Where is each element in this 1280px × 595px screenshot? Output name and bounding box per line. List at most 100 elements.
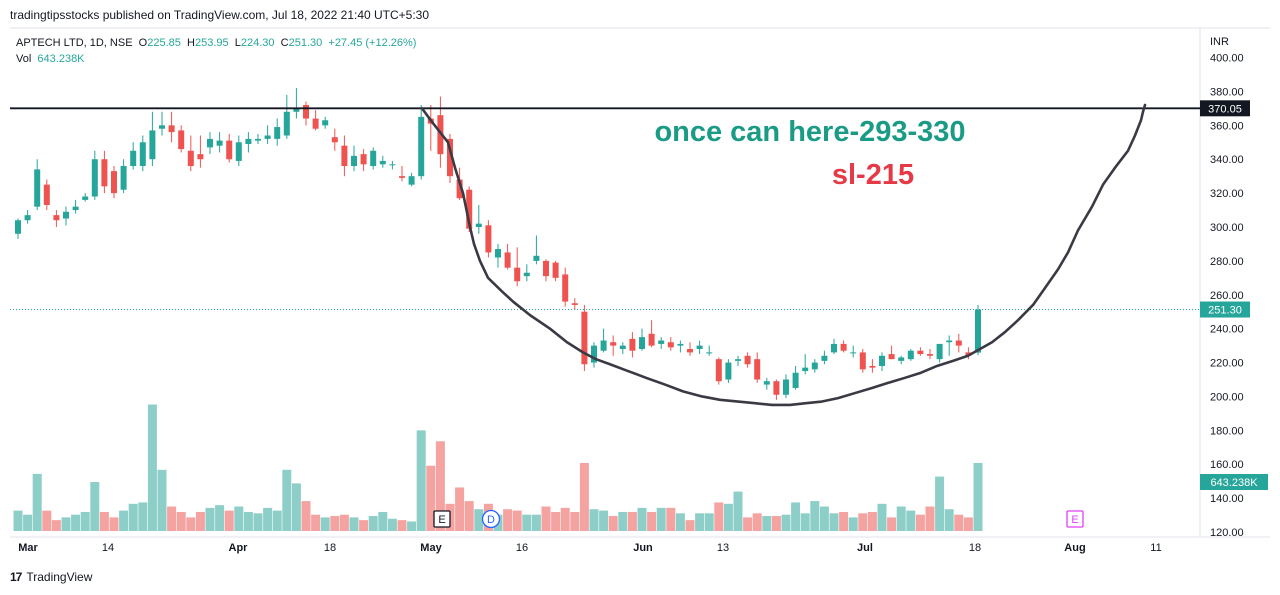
volume-bar: [589, 509, 599, 531]
candle-body: [475, 223, 482, 228]
candle-body: [379, 160, 386, 165]
x-tick-label: 14: [102, 542, 114, 554]
y-tick-label: 180.00: [1210, 425, 1244, 437]
candle-body: [216, 140, 223, 146]
volume-bar: [819, 506, 829, 531]
volume-bar: [839, 511, 849, 531]
candle-body: [802, 367, 809, 372]
volume-bar: [368, 516, 378, 531]
x-tick-label: Jun: [633, 542, 653, 554]
candle-body: [139, 142, 146, 167]
volume-bar: [915, 514, 925, 531]
candle-body: [149, 130, 156, 160]
volume-bar: [503, 509, 513, 531]
volume-bar: [349, 517, 359, 531]
volume-bar: [800, 513, 810, 531]
candle-body: [168, 125, 175, 133]
candle-body: [543, 260, 549, 277]
candle-body: [725, 362, 732, 380]
volume-bar: [867, 511, 877, 531]
volume-bar: [608, 516, 618, 531]
close-label: C: [280, 37, 289, 49]
volume-bar: [416, 430, 426, 531]
volume-badge-label: 643.238K: [1210, 477, 1258, 489]
candles: [15, 88, 981, 400]
volume-bar: [71, 514, 81, 531]
volume-bar: [618, 511, 628, 531]
candle-body: [24, 215, 31, 221]
volume-bar: [435, 441, 445, 531]
candle-body: [706, 352, 713, 354]
candle-body: [773, 381, 780, 395]
volume-bar: [234, 506, 244, 531]
candle-body: [898, 357, 905, 361]
volume-bar: [253, 513, 263, 531]
candle-body: [15, 220, 21, 234]
candle-body: [447, 138, 453, 177]
tradingview-logo-icon: 17: [10, 570, 22, 584]
change-value: +27.45 (+12.26%): [328, 37, 417, 49]
target-annotation: once can here-293-330: [654, 116, 965, 148]
y-tick-label: 140.00: [1210, 493, 1244, 505]
candle-body: [955, 340, 962, 346]
volume-bar: [714, 502, 724, 531]
volume-bar: [723, 503, 733, 531]
volume-bar: [330, 516, 340, 531]
x-tick-label: 13: [717, 542, 729, 554]
candle-body: [303, 105, 309, 119]
low-value: 224.30: [240, 37, 275, 49]
volume-bar: [51, 520, 61, 531]
volume-bar: [925, 506, 935, 531]
volume-bar: [282, 469, 292, 531]
volume-bar: [944, 509, 954, 531]
symbol-name: APTECH LTD, 1D, NSE: [16, 37, 133, 49]
volume-bar: [752, 513, 762, 531]
volume-bar: [263, 507, 273, 531]
candle-body: [571, 303, 578, 305]
volume-bar: [272, 510, 282, 531]
volume-bar: [560, 507, 570, 531]
volume-bar: [906, 510, 916, 531]
candle-body: [888, 354, 895, 360]
volume-bar: [570, 511, 580, 531]
candle-body: [418, 116, 425, 177]
candle-body: [91, 159, 98, 197]
volume-bar: [167, 506, 177, 531]
volume-bar: [896, 506, 906, 531]
candle-body: [696, 345, 703, 350]
volume-bar: [675, 513, 685, 531]
chart-grid: [10, 27, 1270, 538]
candle-body: [879, 355, 885, 366]
volume-value: 643.238K: [37, 53, 85, 65]
candle-body: [197, 154, 204, 160]
y-tick-label: 280.00: [1210, 256, 1244, 268]
close-value: 251.30: [288, 37, 323, 49]
x-tick-label: Mar: [18, 542, 38, 554]
candle-body: [610, 342, 617, 346]
y-tick-label: 160.00: [1210, 459, 1244, 471]
volume-bar: [954, 514, 964, 531]
volume-row: Vol 643.238K: [16, 51, 416, 67]
volume-bar: [99, 511, 109, 531]
candle-body: [187, 150, 194, 167]
candle-body: [581, 311, 588, 365]
low-label: L: [234, 37, 241, 49]
last-price-badge: [1200, 301, 1250, 318]
candle-body: [763, 381, 770, 385]
volume-bar: [599, 510, 609, 531]
candle-body: [485, 225, 492, 253]
volume-bar: [205, 507, 215, 531]
volume-bar: [80, 511, 90, 531]
y-tick-label: 240.00: [1210, 324, 1244, 336]
volume-bar: [656, 507, 666, 531]
volume-bar: [647, 511, 657, 531]
candle-body: [331, 137, 338, 143]
candle-body: [821, 355, 828, 361]
y-tick-label: 260.00: [1210, 290, 1244, 302]
tradingview-brand[interactable]: 17 TradingView: [10, 570, 92, 584]
time-axis: Mar 14 Apr 18 May 16 Jun 13 Jul 18 Aug 11: [18, 542, 1161, 554]
volume-bar: [61, 517, 71, 531]
candle-body: [619, 345, 626, 350]
candle-body: [274, 127, 281, 139]
